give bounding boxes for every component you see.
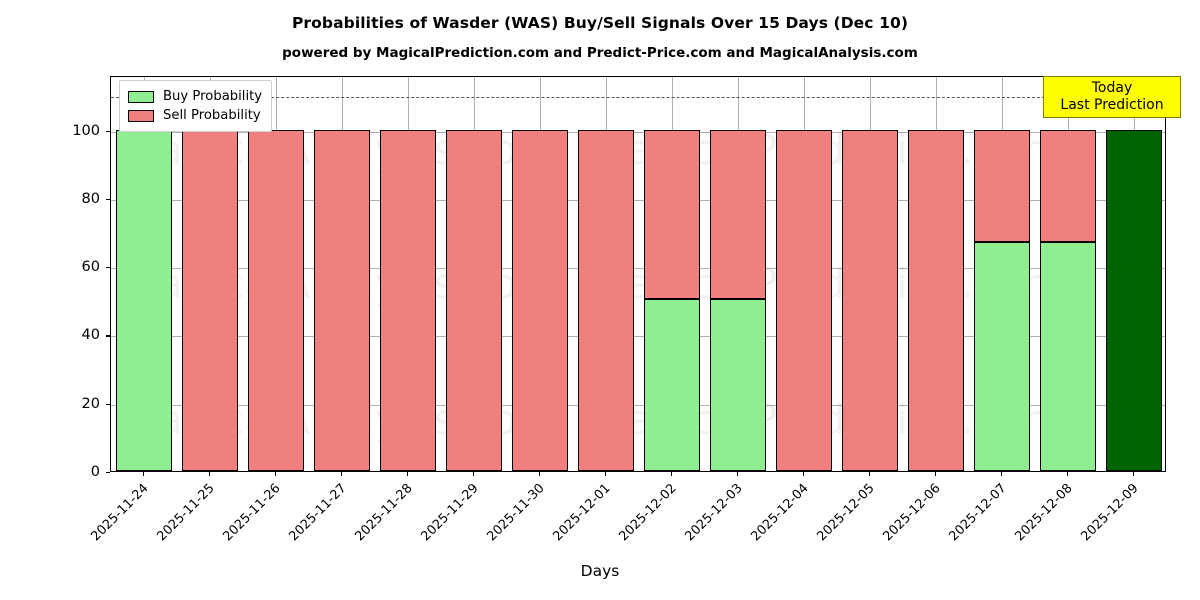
x-tick-mark <box>803 472 805 476</box>
gridline-horizontal <box>111 336 1165 338</box>
y-tick-mark <box>106 130 110 132</box>
bar-segment-sell[interactable] <box>379 129 437 471</box>
bar-group[interactable] <box>1039 75 1097 471</box>
bar-segment-buy[interactable] <box>643 298 701 471</box>
y-tick-mark <box>106 267 110 269</box>
x-tick-mark <box>869 472 871 476</box>
gridline-horizontal <box>111 131 1165 133</box>
gridline-horizontal <box>111 268 1165 270</box>
bar-group[interactable] <box>247 75 305 471</box>
bar-group[interactable] <box>841 75 899 471</box>
bar-segment-sell[interactable] <box>643 129 701 299</box>
y-tick-label: 60 <box>81 259 100 276</box>
bar-group[interactable] <box>313 75 371 471</box>
gridline-horizontal <box>111 199 1165 201</box>
y-tick-mark <box>106 403 110 405</box>
bar-segment-sell[interactable] <box>841 129 899 471</box>
bar-segment-sell[interactable] <box>1039 129 1097 243</box>
bar-group[interactable] <box>775 75 833 471</box>
bar-group[interactable] <box>973 75 1031 471</box>
x-tick-mark <box>407 472 409 476</box>
bar-segment-sell[interactable] <box>577 129 635 471</box>
bar-segment-sell[interactable] <box>445 129 503 471</box>
bar-group[interactable] <box>1105 75 1163 471</box>
today-annotation-line2: Last Prediction <box>1060 96 1164 113</box>
x-tick-mark <box>341 472 343 476</box>
legend-item-sell: Sell Probability <box>128 106 262 125</box>
bar-segment-sell[interactable] <box>511 129 569 471</box>
bar-group[interactable] <box>379 75 437 471</box>
bar-segment-sell[interactable] <box>313 129 371 471</box>
bar-group[interactable] <box>181 75 239 471</box>
x-tick-mark <box>209 472 211 476</box>
x-tick-mark <box>605 472 607 476</box>
legend-item-buy: Buy Probability <box>128 87 262 106</box>
bar-segment-buy[interactable] <box>115 129 173 471</box>
bar-segment-buy[interactable] <box>1039 242 1097 471</box>
x-tick-mark <box>737 472 739 476</box>
y-tick-label: 80 <box>81 190 100 207</box>
legend-swatch-buy <box>128 90 154 103</box>
chart-title: Probabilities of Wasder (WAS) Buy/Sell S… <box>291 14 909 32</box>
today-annotation-line1: Today <box>1091 80 1133 96</box>
y-tick-mark <box>106 335 110 337</box>
bar-segment-buy[interactable] <box>973 242 1031 471</box>
x-tick-mark <box>473 472 475 476</box>
x-tick-mark <box>275 472 277 476</box>
bar-segment-sell[interactable] <box>247 129 305 471</box>
x-tick-mark <box>1067 472 1069 476</box>
y-tick-mark <box>106 198 110 201</box>
bar-segment-today[interactable] <box>1105 129 1163 471</box>
y-tick-label: 40 <box>81 327 100 344</box>
legend-label-buy: Buy Probability <box>163 89 263 104</box>
bar-group[interactable] <box>511 75 569 471</box>
x-tick-mark <box>1001 472 1003 476</box>
bars-layer <box>111 77 1165 471</box>
today-annotation: Today Last Prediction <box>1043 76 1181 119</box>
gridline-horizontal <box>111 404 1165 406</box>
bar-group[interactable] <box>643 75 701 471</box>
x-axis-label: Days <box>580 562 620 580</box>
x-tick-mark <box>935 472 937 476</box>
bar-group[interactable] <box>115 75 173 471</box>
bar-group[interactable] <box>445 75 503 471</box>
y-tick-label: 20 <box>81 395 100 412</box>
x-tick-mark <box>143 472 145 476</box>
y-tick-label: 100 <box>72 122 100 139</box>
bar-segment-sell[interactable] <box>775 129 833 471</box>
legend-label-sell: Sell Probability <box>163 108 261 123</box>
x-tick-mark <box>539 472 541 476</box>
x-tick-mark <box>671 472 673 476</box>
bar-group[interactable] <box>577 75 635 471</box>
bar-group[interactable] <box>709 75 767 471</box>
bar-segment-sell[interactable] <box>907 129 965 471</box>
y-tick-mark <box>106 472 110 474</box>
x-tick-mark <box>1133 472 1135 476</box>
bar-segment-sell[interactable] <box>973 129 1031 243</box>
chart-legend: Buy Probability Sell Probability <box>119 80 273 132</box>
threshold-dashed-line <box>111 97 1165 99</box>
plot-area: MagicalAnalysis.comMagicalPrediction.com… <box>110 76 1166 472</box>
bar-segment-sell[interactable] <box>709 129 767 299</box>
bar-segment-sell[interactable] <box>181 129 239 471</box>
bar-group[interactable] <box>907 75 965 471</box>
legend-swatch-sell <box>128 109 154 122</box>
bar-segment-buy[interactable] <box>709 298 767 471</box>
chart-subtitle: powered by MagicalPrediction.com and Pre… <box>282 45 918 61</box>
threshold-layer <box>111 77 1165 471</box>
y-tick-label: 0 <box>90 464 100 480</box>
